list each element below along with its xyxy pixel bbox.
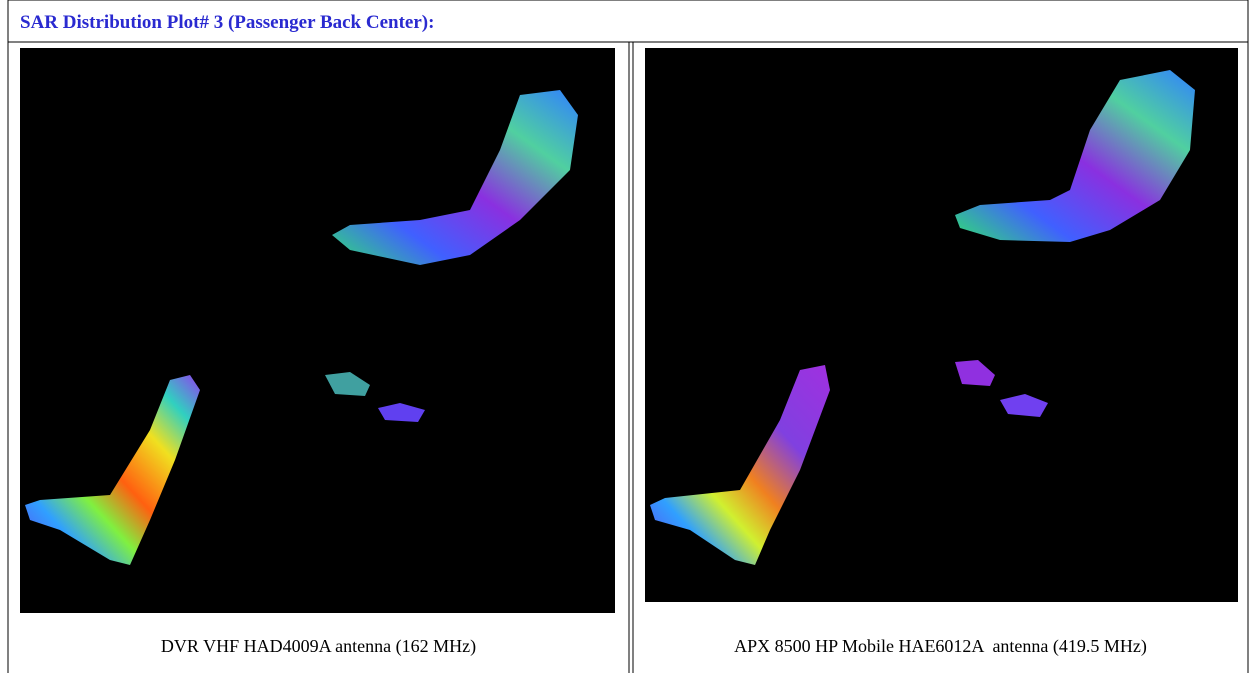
page: SAR Distribution Plot# 3 (Passenger Back…	[0, 0, 1249, 673]
layout	[0, 0, 1249, 673]
image-caption: DVR VHF HAD4009A antenna (162 MHz)	[8, 636, 629, 657]
image-caption: APX 8500 HP Mobile HAE6012A antenna (419…	[633, 636, 1248, 657]
section-title: SAR Distribution Plot# 3 (Passenger Back…	[20, 12, 434, 34]
